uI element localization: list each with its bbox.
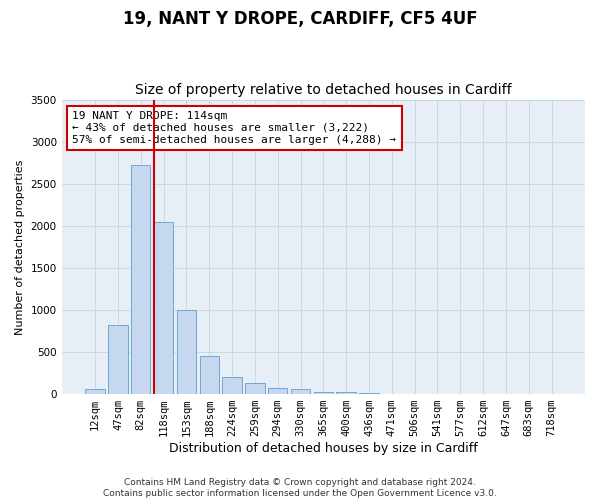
- Text: Contains HM Land Registry data © Crown copyright and database right 2024.
Contai: Contains HM Land Registry data © Crown c…: [103, 478, 497, 498]
- Bar: [154, 222, 173, 394]
- Bar: [200, 356, 219, 394]
- Bar: [314, 392, 333, 394]
- Bar: [177, 310, 196, 394]
- Bar: [337, 392, 356, 394]
- Text: 19 NANT Y DROPE: 114sqm
← 43% of detached houses are smaller (3,222)
57% of semi: 19 NANT Y DROPE: 114sqm ← 43% of detache…: [72, 112, 396, 144]
- Bar: [108, 325, 128, 394]
- Bar: [359, 393, 379, 394]
- Y-axis label: Number of detached properties: Number of detached properties: [15, 159, 25, 334]
- Text: 19, NANT Y DROPE, CARDIFF, CF5 4UF: 19, NANT Y DROPE, CARDIFF, CF5 4UF: [122, 10, 478, 28]
- Bar: [245, 383, 265, 394]
- Bar: [291, 388, 310, 394]
- Bar: [131, 165, 151, 394]
- X-axis label: Distribution of detached houses by size in Cardiff: Distribution of detached houses by size …: [169, 442, 478, 455]
- Bar: [223, 378, 242, 394]
- Bar: [268, 388, 287, 394]
- Bar: [85, 390, 105, 394]
- Title: Size of property relative to detached houses in Cardiff: Size of property relative to detached ho…: [135, 83, 512, 97]
